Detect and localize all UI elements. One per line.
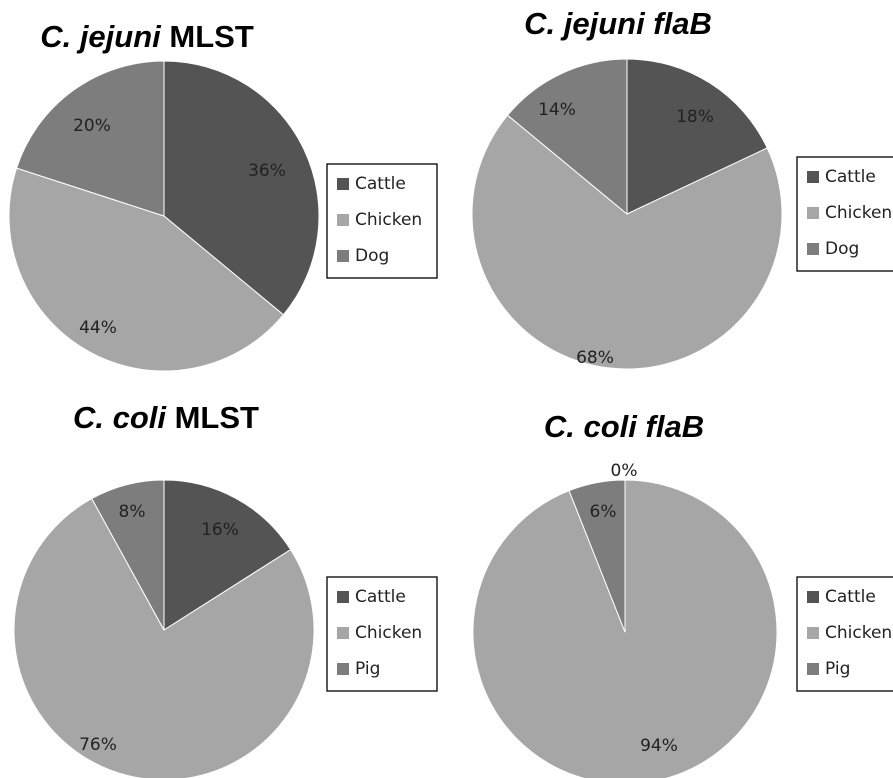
legend-label-dog: Dog: [825, 239, 859, 259]
legend-swatch-cattle: [337, 591, 349, 603]
data-label-chicken: 94%: [640, 736, 678, 756]
chart-title: C. coli flaB: [544, 409, 704, 444]
pie-chart-1: C. jejuni MLST 36% 44% 20% Cattle Chicken Dog: [8, 19, 438, 372]
chart-title-italic: C. coli flaB: [544, 409, 704, 444]
legend-label-cattle: Cattle: [355, 174, 406, 194]
data-label-pig: 8%: [119, 502, 146, 522]
pie-slice-cattle: [163, 479, 292, 631]
legend-swatch-cattle: [807, 171, 819, 183]
chart-title-normal: MLST: [166, 400, 259, 435]
data-label-dog: 14%: [538, 100, 576, 120]
legend-swatch-chicken: [337, 627, 349, 639]
pie-slice-chicken: [8, 167, 285, 372]
legend: Cattle Chicken Dog: [326, 163, 438, 279]
legend-swatch-cattle: [337, 178, 349, 190]
chart-title-normal: MLST: [161, 19, 254, 54]
legend-label-chicken: Chicken: [355, 623, 422, 643]
pie-slice-cattle: [163, 60, 320, 316]
legend-swatch-dog: [337, 250, 349, 262]
legend-label-chicken: Chicken: [825, 203, 892, 223]
pie-slice-cattle: [626, 58, 768, 215]
chart-title: C. jejuni MLST: [40, 19, 254, 54]
legend-swatch-pig: [807, 663, 819, 675]
pie-chart-2: C. jejuni flaB 18% 68% 14% Cattle Chicken Dog: [471, 6, 893, 370]
legend-swatch-cattle: [807, 591, 819, 603]
legend-label-chicken: Chicken: [355, 210, 422, 230]
legend-label-pig: Pig: [825, 659, 850, 679]
chart-title-italic: C. jejuni: [40, 19, 162, 54]
chart-title: C. coli MLST: [73, 400, 259, 435]
pie-slice-chicken: [471, 114, 783, 370]
legend-label-cattle: Cattle: [825, 167, 876, 187]
chart-title: C. jejuni flaB: [524, 6, 712, 41]
legend: Cattle Chicken Pig: [796, 576, 893, 692]
legend-swatch-chicken: [807, 207, 819, 219]
legend-label-pig: Pig: [355, 659, 380, 679]
pie-slice-chicken: [13, 497, 315, 778]
data-label-chicken: 68%: [576, 348, 614, 368]
data-label-cattle: 16%: [201, 520, 239, 540]
legend-label-cattle: Cattle: [355, 587, 406, 607]
legend-label-chicken: Chicken: [825, 623, 892, 643]
data-label-cattle: 0%: [611, 461, 638, 481]
pie-slice-pig: [568, 479, 626, 633]
legend: Cattle Chicken Pig: [326, 576, 438, 692]
data-label-cattle: 18%: [676, 107, 714, 127]
data-label-pig: 6%: [590, 502, 617, 522]
data-label-chicken: 76%: [79, 735, 117, 755]
pie-slice-dog: [506, 58, 628, 216]
legend-swatch-chicken: [807, 627, 819, 639]
data-label-dog: 20%: [73, 116, 111, 136]
pie-slice-dog: [15, 60, 165, 217]
data-label-cattle: 36%: [248, 161, 286, 181]
legend-swatch-pig: [337, 663, 349, 675]
pie-slice-chicken: [472, 479, 778, 778]
pie-slice-pig: [91, 479, 165, 631]
legend-swatch-dog: [807, 243, 819, 255]
legend-swatch-chicken: [337, 214, 349, 226]
chart-title-italic: C. jejuni flaB: [524, 6, 712, 41]
pie-chart-4: C. coli flaB 0% 94% 6% Cattle Chicken Pig: [472, 409, 893, 778]
pie-chart-3: C. coli MLST 16% 76% 8% Cattle Chicken Pig: [13, 400, 438, 778]
legend: Cattle Chicken Dog: [796, 156, 893, 272]
legend-label-cattle: Cattle: [825, 587, 876, 607]
data-label-chicken: 44%: [79, 318, 117, 338]
legend-label-dog: Dog: [355, 246, 389, 266]
chart-title-italic: C. coli: [73, 400, 167, 435]
